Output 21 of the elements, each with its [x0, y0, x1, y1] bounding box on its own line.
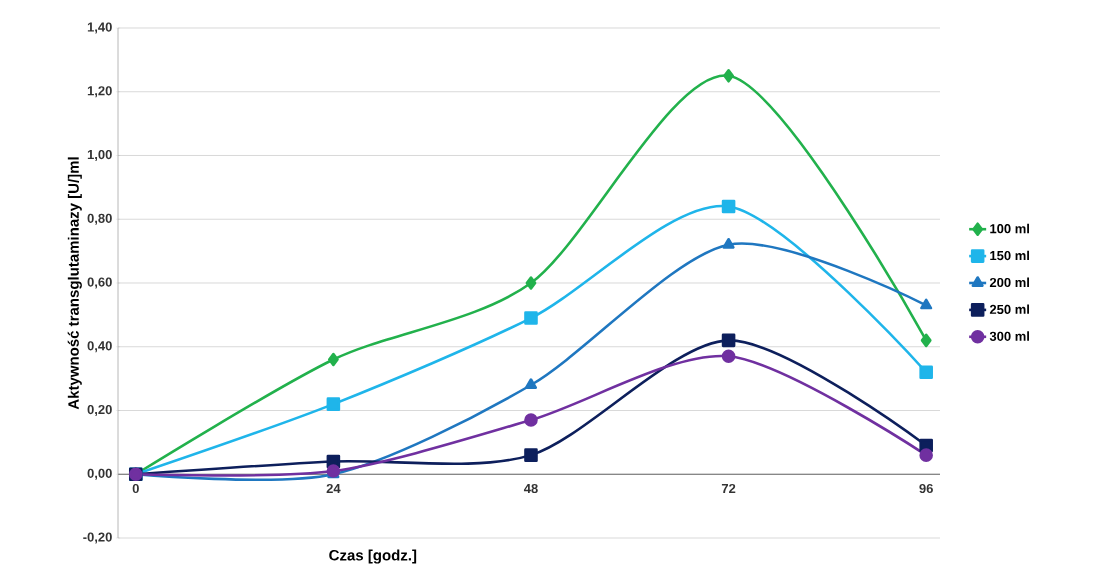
x-axis-title: Czas [godz.]	[329, 549, 417, 564]
y-tick-label: 0,80	[87, 213, 112, 225]
x-tick-label: 72	[721, 483, 736, 493]
x-tick-label: 48	[523, 483, 538, 494]
y-tick-label: 1,20	[87, 86, 112, 98]
y-tick-label: 0,40	[87, 341, 112, 353]
legend-label: 150 ml	[990, 250, 1029, 261]
y-tick-label: 0,00	[87, 468, 112, 480]
x-tick-label: 0	[132, 483, 139, 494]
y-axis-title: Aktywność transglutaminazy [U/]ml	[67, 157, 82, 410]
legend-label: 200 ml	[989, 277, 1029, 288]
x-tick-label: 24	[326, 483, 341, 493]
y-tick-label: 1,40	[87, 22, 112, 34]
legend-label: 300 ml	[989, 331, 1029, 341]
y-tick-label: 0,20	[87, 404, 112, 417]
y-tick-label: -0,20	[83, 532, 112, 544]
y-tick-label: 0,60	[87, 277, 112, 289]
legend-label: 100 ml	[990, 223, 1029, 234]
legend-label: 250 ml	[989, 304, 1029, 314]
y-tick-label: 1,00	[87, 149, 112, 162]
x-tick-label: 96	[919, 483, 933, 494]
